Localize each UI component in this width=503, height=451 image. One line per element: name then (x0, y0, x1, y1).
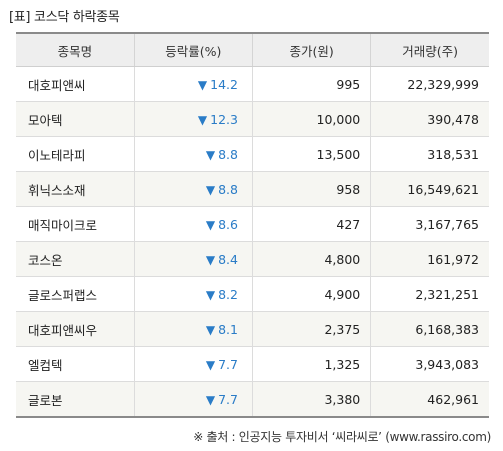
change-rate: ▼ 8.8 (133, 136, 253, 172)
closing-price: 2,375 (251, 311, 371, 347)
header-name: 종목명 (16, 34, 135, 67)
down-arrow-icon: ▼ (205, 252, 216, 267)
change-rate-value: 7.7 (218, 356, 238, 372)
trading-volume: 22,329,999 (370, 66, 489, 102)
down-arrow-icon: ▼ (197, 112, 208, 127)
header-rate: 등락률(%) (133, 34, 253, 67)
stock-name: 대호피앤씨 (16, 66, 135, 102)
change-rate: ▼ 8.4 (133, 241, 253, 277)
table-row: 대호피앤씨 ▼ 14.2 995 22,329,999 (16, 66, 489, 102)
change-rate-value: 8.1 (218, 321, 238, 337)
stock-name: 휘닉스소재 (16, 171, 135, 207)
closing-price: 4,900 (251, 276, 371, 312)
closing-price: 427 (251, 206, 371, 242)
change-rate: ▼ 7.7 (133, 381, 253, 416)
trading-volume: 16,549,621 (370, 171, 489, 207)
source-note: ※ 출처 : 인공지능 투자비서 ‘씨라씨로’ (www.rassiro.com… (193, 430, 491, 444)
table-row: 대호피앤씨우 ▼ 8.1 2,375 6,168,383 (16, 311, 489, 347)
stock-name: 글로본 (16, 381, 135, 416)
change-rate-value: 14.2 (210, 76, 238, 92)
stock-table-container: 종목명 등락률(%) 종가(원) 거래량(주) 대호피앤씨 ▼ 14.2 995 22,… (16, 32, 489, 418)
change-rate-value: 8.8 (218, 181, 238, 197)
trading-volume: 6,168,383 (370, 311, 489, 347)
change-rate: ▼ 8.1 (133, 311, 253, 347)
down-arrow-icon: ▼ (205, 322, 216, 337)
closing-price: 958 (251, 171, 371, 207)
down-arrow-icon: ▼ (197, 77, 208, 92)
table-row: 휘닉스소재 ▼ 8.8 958 16,549,621 (16, 171, 489, 207)
change-rate: ▼ 7.7 (133, 346, 253, 382)
stock-name: 매직마이크로 (16, 206, 135, 242)
table-row: 글로스퍼랩스 ▼ 8.2 4,900 2,321,251 (16, 276, 489, 312)
change-rate: ▼ 8.8 (133, 171, 253, 207)
down-arrow-icon: ▼ (205, 357, 216, 372)
trading-volume: 390,478 (370, 101, 489, 137)
table-row: 엘컴텍 ▼ 7.7 1,325 3,943,083 (16, 346, 489, 382)
closing-price: 10,000 (251, 101, 371, 137)
table-title: [표] 코스닥 하락종목 (9, 10, 120, 25)
stock-name: 대호피앤씨우 (16, 311, 135, 347)
table-row: 글로본 ▼ 7.7 3,380 462,961 (16, 381, 489, 416)
change-rate-value: 12.3 (210, 111, 238, 127)
closing-price: 3,380 (251, 381, 371, 416)
down-arrow-icon: ▼ (205, 147, 216, 162)
change-rate: ▼ 14.2 (133, 66, 253, 102)
table-row: 모아텍 ▼ 12.3 10,000 390,478 (16, 101, 489, 137)
stock-name: 이노테라피 (16, 136, 135, 172)
down-arrow-icon: ▼ (205, 392, 216, 407)
change-rate: ▼ 8.2 (133, 276, 253, 312)
change-rate-value: 8.8 (218, 146, 238, 162)
trading-volume: 462,961 (370, 381, 489, 416)
trading-volume: 161,972 (370, 241, 489, 277)
closing-price: 13,500 (251, 136, 371, 172)
table-row: 매직마이크로 ▼ 8.6 427 3,167,765 (16, 206, 489, 242)
change-rate-value: 8.4 (218, 251, 238, 267)
change-rate: ▼ 8.6 (133, 206, 253, 242)
declining-stocks-table: 종목명 등락률(%) 종가(원) 거래량(주) 대호피앤씨 ▼ 14.2 995 22,… (16, 34, 489, 416)
trading-volume: 318,531 (370, 136, 489, 172)
stock-name: 모아텍 (16, 101, 135, 137)
closing-price: 4,800 (251, 241, 371, 277)
down-arrow-icon: ▼ (205, 182, 216, 197)
trading-volume: 3,167,765 (370, 206, 489, 242)
change-rate-value: 8.2 (218, 286, 238, 302)
closing-price: 995 (251, 66, 371, 102)
stock-name: 엘컴텍 (16, 346, 135, 382)
change-rate: ▼ 12.3 (133, 101, 253, 137)
trading-volume: 2,321,251 (370, 276, 489, 312)
stock-name: 글로스퍼랩스 (16, 276, 135, 312)
change-rate-value: 8.6 (218, 216, 238, 232)
down-arrow-icon: ▼ (205, 217, 216, 232)
closing-price: 1,325 (251, 346, 371, 382)
trading-volume: 3,943,083 (370, 346, 489, 382)
header-price: 종가(원) (251, 34, 371, 67)
header-volume: 거래량(주) (370, 34, 489, 67)
stock-name: 코스온 (16, 241, 135, 277)
table-row: 이노테라피 ▼ 8.8 13,500 318,531 (16, 136, 489, 172)
change-rate-value: 7.7 (218, 391, 238, 407)
down-arrow-icon: ▼ (205, 287, 216, 302)
table-row: 코스온 ▼ 8.4 4,800 161,972 (16, 241, 489, 277)
table-header-row: 종목명 등락률(%) 종가(원) 거래량(주) (16, 34, 489, 67)
table-body: 대호피앤씨 ▼ 14.2 995 22,329,999 모아텍 ▼ 12.3 10,000 390… (16, 66, 489, 416)
